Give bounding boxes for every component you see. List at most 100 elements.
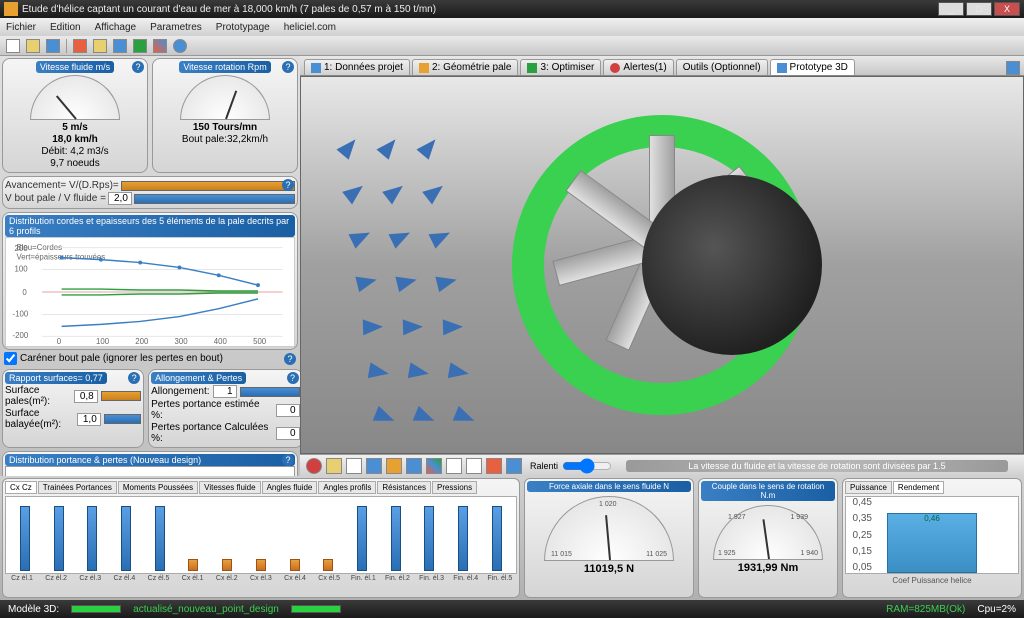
open-icon[interactable]: [26, 39, 40, 53]
tab-vitesses[interactable]: Vitesses fluide: [199, 481, 260, 494]
flow-arrow: [389, 225, 414, 248]
rapport-panel: Rapport surfaces= 0,77 ? Surface pales(m…: [2, 369, 144, 448]
svg-text:0: 0: [57, 337, 62, 346]
maximize-button[interactable]: □: [966, 2, 992, 16]
help-icon[interactable]: ?: [128, 372, 140, 384]
wireframe-icon[interactable]: [506, 458, 522, 474]
tab-pressions[interactable]: Pressions: [432, 481, 477, 494]
flow-arrow: [408, 362, 430, 381]
couple-title: Couple dans le sens de rotation N.m: [701, 481, 835, 501]
tab-donnees[interactable]: 1: Données projet: [304, 59, 410, 75]
flow-arrow: [336, 134, 361, 160]
measure-icon[interactable]: [466, 458, 482, 474]
help-icon[interactable]: ?: [284, 353, 296, 365]
cxcz-bars: [5, 496, 517, 574]
ratio-label: V bout pale / V fluide =: [5, 193, 106, 204]
tab-alertes[interactable]: Alertes(1): [603, 59, 673, 75]
data-icon: [311, 63, 321, 73]
menu-parametres[interactable]: Parametres: [150, 22, 202, 33]
palette-icon[interactable]: [426, 458, 442, 474]
svg-text:200: 200: [15, 244, 29, 253]
avancement-bar: [121, 181, 295, 191]
allong-bar: [240, 387, 300, 397]
rotation-title: Vitesse rotation Rpm: [179, 61, 270, 73]
tab-trainees[interactable]: Trainées Portances: [38, 481, 117, 494]
help-icon[interactable]: ?: [132, 61, 144, 73]
bar: [391, 506, 401, 571]
fluid-velocity-panel: Vitesse fluide m/s ? 5 m/s 18,0 km/h Déb…: [2, 58, 148, 173]
ralenti-slider[interactable]: [562, 458, 612, 474]
tool3-icon[interactable]: [113, 39, 127, 53]
surface-pales-value: 0,8: [74, 390, 98, 403]
bar: [188, 559, 198, 571]
close-button[interactable]: X: [994, 2, 1020, 16]
slice-icon[interactable]: [486, 458, 502, 474]
bar-label: Cz él.3: [76, 575, 104, 582]
menu-affichage[interactable]: Affichage: [95, 22, 137, 33]
tab-outils[interactable]: Outils (Optionnel): [676, 59, 768, 75]
bar-label: Fin. él.2: [383, 575, 411, 582]
tab-geometrie[interactable]: 2: Géométrie pale: [412, 59, 519, 75]
help-icon[interactable]: ?: [282, 61, 294, 73]
menu-heliciel[interactable]: heliciel.com: [284, 22, 336, 33]
tab-cxcz[interactable]: Cx Cz: [5, 481, 37, 494]
carener-checkbox[interactable]: [4, 352, 17, 365]
edit-icon[interactable]: [446, 458, 462, 474]
help-icon[interactable]: ?: [282, 454, 294, 466]
minimize-button[interactable]: _: [938, 2, 964, 16]
help-icon[interactable]: ?: [287, 372, 299, 384]
rapport-title: Rapport surfaces= 0,77: [5, 372, 107, 384]
npd-title: Distribution portance & pertes (Nouveau …: [5, 454, 295, 466]
tab-resistances[interactable]: Résistances: [377, 481, 431, 494]
flow-arrow: [403, 319, 424, 336]
rotate-icon[interactable]: [366, 458, 382, 474]
tool5-icon[interactable]: [153, 39, 167, 53]
tab-moments[interactable]: Moments Poussées: [118, 481, 198, 494]
separator: [66, 39, 67, 53]
tab-puissance[interactable]: Puissance: [845, 481, 892, 494]
cpu-status: Cpu=2%: [977, 604, 1016, 615]
new-icon[interactable]: [6, 39, 20, 53]
fluid-noeuds: 9,7 noeuds: [50, 158, 100, 169]
layers-icon[interactable]: [406, 458, 422, 474]
tick: 1 939: [790, 514, 808, 521]
tab-prototype3d[interactable]: Prototype 3D: [770, 59, 855, 75]
menu-prototypage[interactable]: Prototypage: [216, 22, 270, 33]
refresh-icon[interactable]: [173, 39, 187, 53]
bar-label: Cz él.1: [8, 575, 36, 582]
tab-optimiser[interactable]: 3: Optimiser: [520, 59, 601, 75]
expand-icon[interactable]: [1006, 61, 1020, 75]
menu-fichier[interactable]: Fichier: [6, 22, 36, 33]
help-icon[interactable]: ?: [282, 179, 294, 191]
couple-dial: 1 927 1 939 1 925 1 940: [713, 505, 823, 560]
tool4-icon[interactable]: [133, 39, 147, 53]
fluid-ms: 5 m/s: [62, 122, 88, 133]
bar: [357, 506, 367, 571]
tick: 11 025: [646, 551, 667, 558]
tool2-icon[interactable]: [93, 39, 107, 53]
tab-rendement[interactable]: Rendement: [893, 481, 944, 494]
tool1-icon[interactable]: [73, 39, 87, 53]
3d-viewport[interactable]: [300, 76, 1024, 454]
rotation-panel: Vitesse rotation Rpm ? 150 Tours/mn Bout…: [152, 58, 298, 173]
svg-text:-200: -200: [13, 331, 29, 340]
svg-text:100: 100: [15, 264, 29, 273]
flow-arrow: [342, 180, 368, 205]
save-icon[interactable]: [46, 39, 60, 53]
fluid-kmh: 18,0 km/h: [52, 134, 98, 145]
zoom-icon[interactable]: [326, 458, 342, 474]
distribution-chart: Bleu=Cordes Vert=épaisseurs trouvées 200…: [5, 237, 295, 347]
menu-edition[interactable]: Edition: [50, 22, 81, 33]
pan-icon[interactable]: [346, 458, 362, 474]
svg-text:100: 100: [96, 337, 110, 346]
modele3d-label: Modèle 3D:: [8, 604, 59, 615]
bar-label: Cx él.4: [281, 575, 309, 582]
snapshot-icon[interactable]: [386, 458, 402, 474]
tab-angles-profils[interactable]: Angles profils: [318, 481, 376, 494]
carener-label: Caréner bout pale (ignorer les pertes en…: [20, 353, 223, 364]
surface-balayee-value: 1,0: [77, 413, 101, 426]
record-icon[interactable]: [306, 458, 322, 474]
pertes-calc-value: 0: [276, 427, 300, 440]
tab-angles-fluide[interactable]: Angles fluide: [262, 481, 318, 494]
ratio-value: 2,0: [108, 192, 132, 205]
